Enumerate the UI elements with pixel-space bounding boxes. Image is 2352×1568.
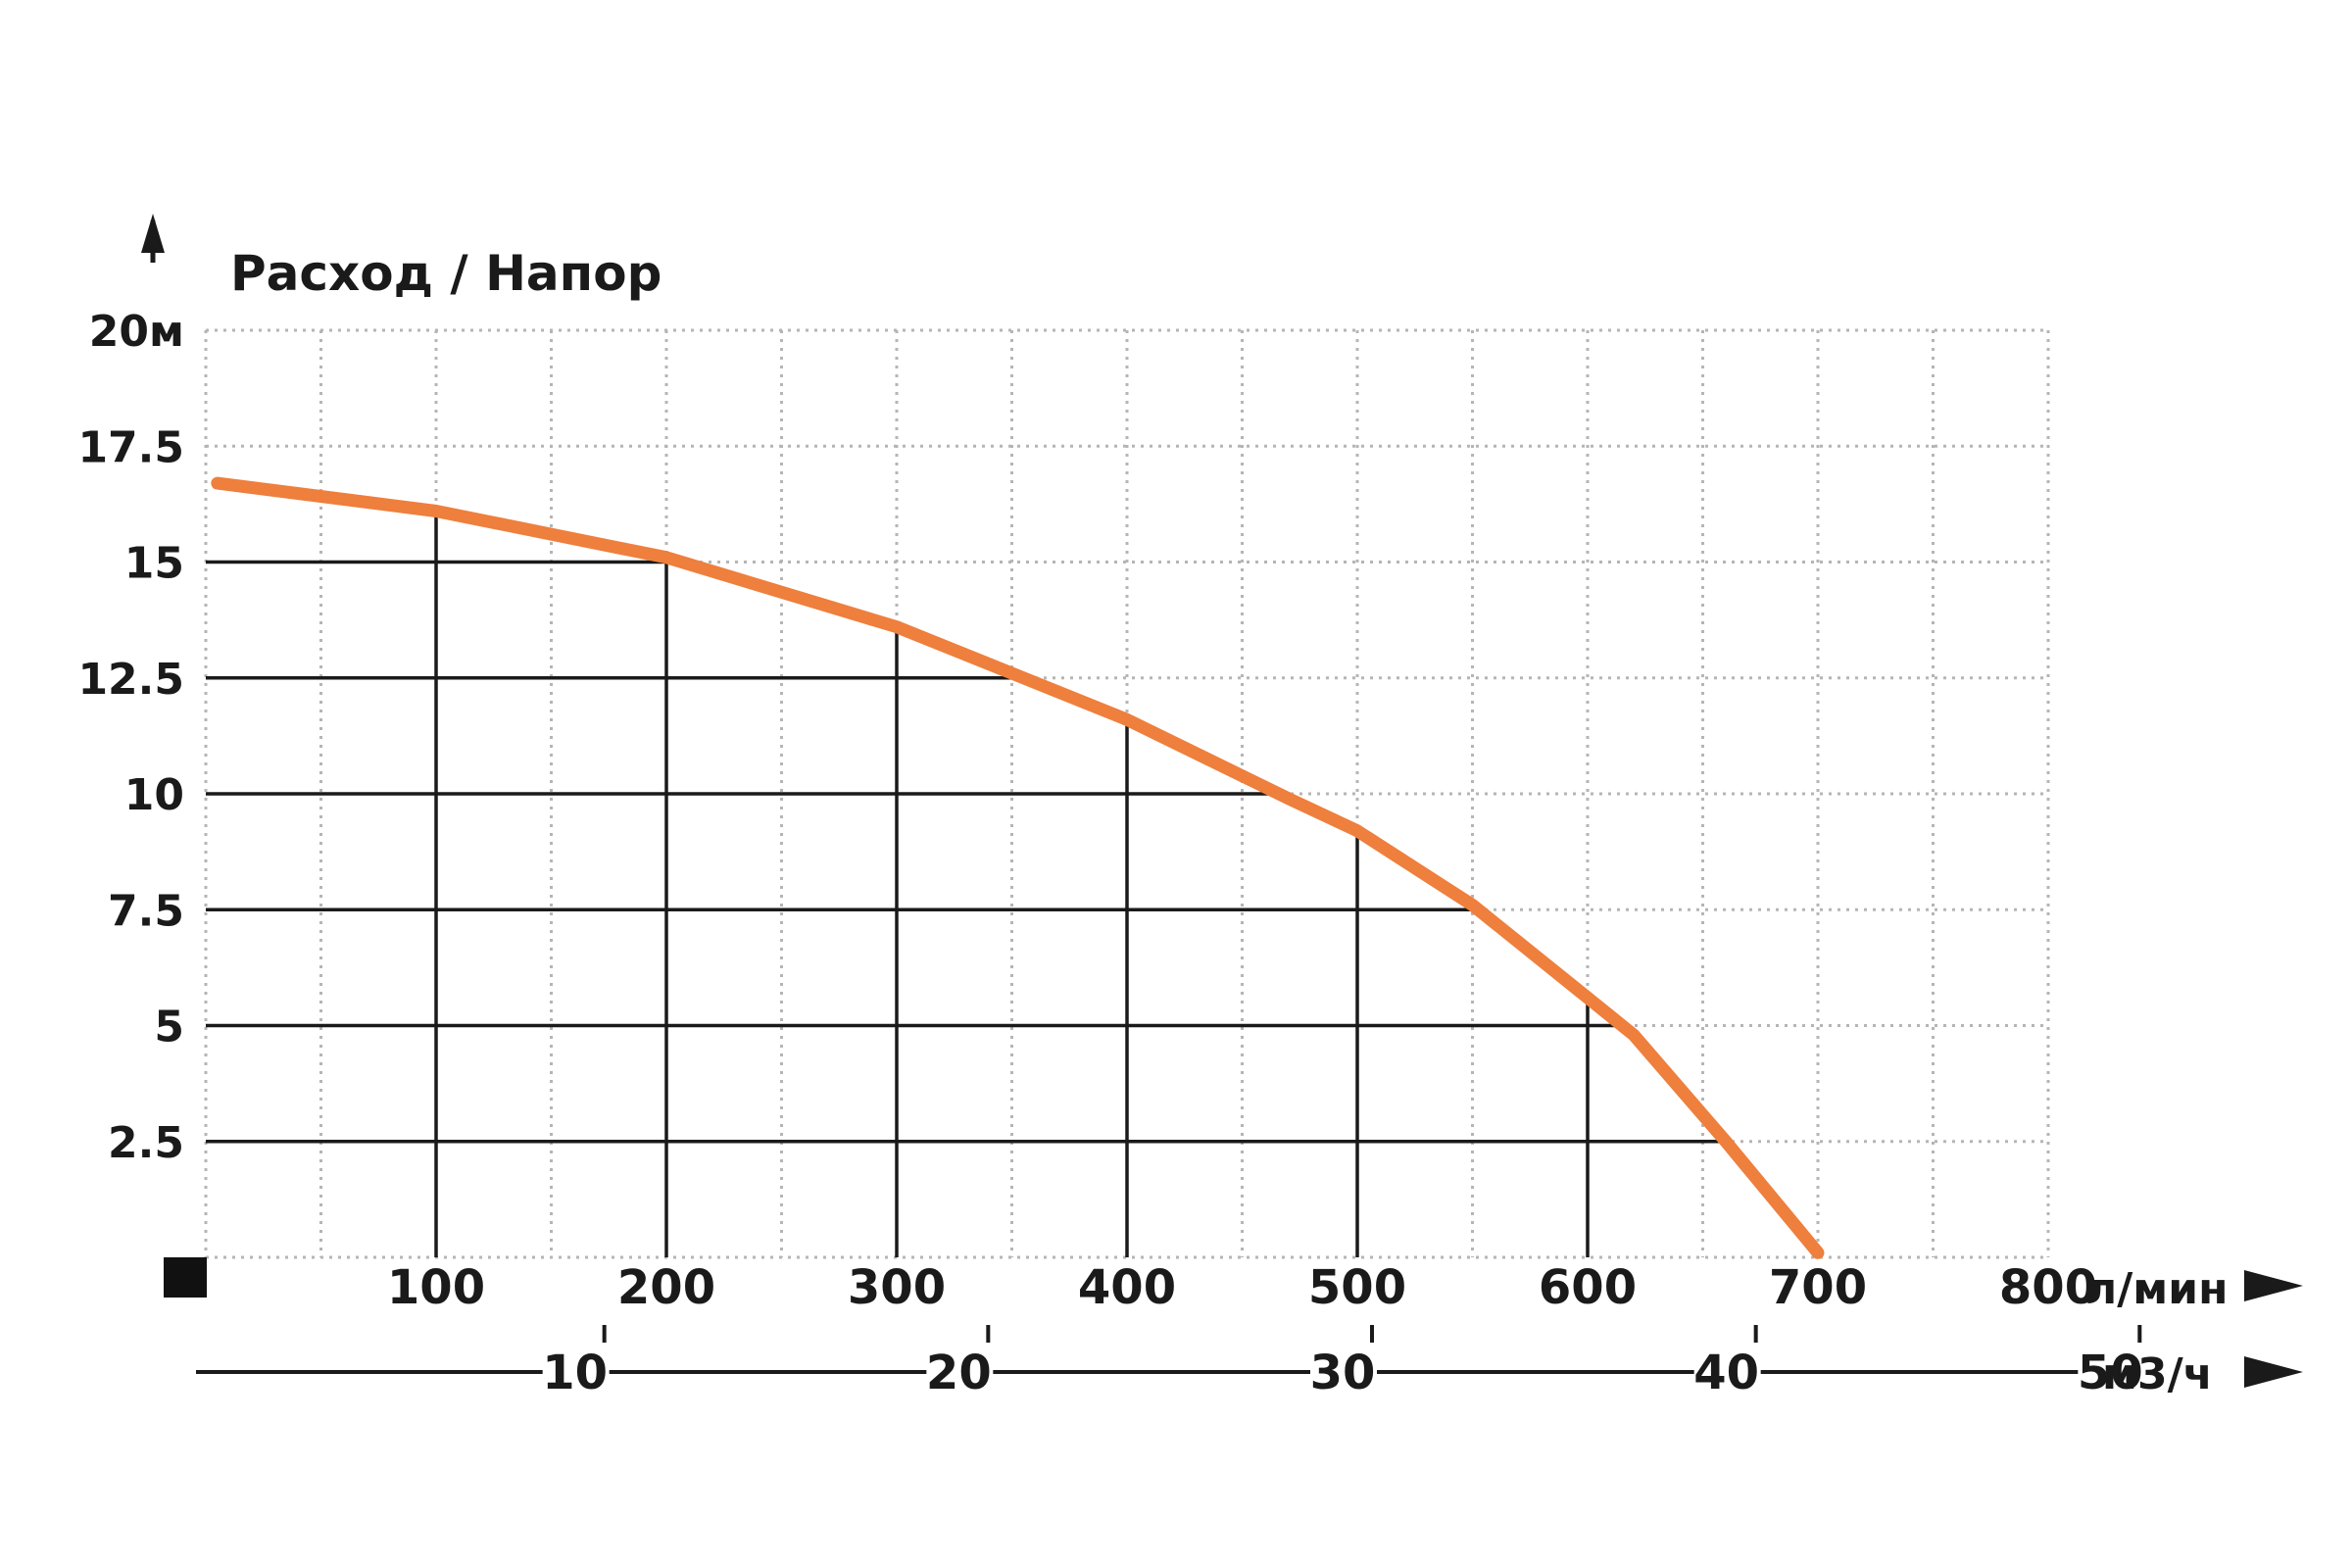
grid [204, 328, 2050, 1259]
x2-tick-label: 20 [926, 1346, 992, 1400]
labels: Расход / Напор 20м 17.5 15 12.5 10 7.5 5 2.5 100 2… [77, 214, 2303, 1400]
x-tick-label: 700 [1769, 1260, 1867, 1315]
x2-axis-unit: м3/ч [2102, 1349, 2213, 1399]
y-tick-label: 2.5 [108, 1118, 184, 1168]
x-tick-label: 100 [387, 1260, 485, 1315]
x2-tick-label: 10 [542, 1346, 608, 1400]
x2-tick-label: 40 [1693, 1346, 1759, 1400]
x-axis-arrow-icon [2244, 1270, 2303, 1301]
y-tick-label: 15 [124, 539, 184, 589]
y-tick-label: 12.5 [77, 655, 184, 705]
y-tick-label: 20м [89, 307, 184, 357]
x2-tick-label: 50 [2078, 1346, 2143, 1400]
x-tick-label: 200 [617, 1260, 715, 1315]
origin-square-icon [164, 1257, 207, 1298]
x-tick-label: 500 [1308, 1260, 1406, 1315]
x-tick-label: 600 [1539, 1260, 1637, 1315]
chart-title: Расход / Напор [230, 245, 662, 302]
y-tick-label: 10 [124, 770, 184, 820]
x-tick-label: 300 [848, 1260, 946, 1315]
y-tick-label: 17.5 [77, 422, 184, 472]
y-tick-label: 7.5 [108, 886, 184, 936]
x-tick-label: 800 [1999, 1260, 2097, 1315]
x-tick-label: 400 [1078, 1260, 1176, 1315]
y-axis-arrow-icon [141, 214, 165, 253]
x2-axis-arrow-icon [2244, 1356, 2303, 1388]
curve-layer [211, 476, 1825, 1259]
head-curve-line [211, 476, 1825, 1259]
x2-tick-label: 30 [1310, 1346, 1376, 1400]
x-axis-unit: л/мин [2085, 1264, 2229, 1314]
y-tick-label: 5 [154, 1003, 184, 1053]
